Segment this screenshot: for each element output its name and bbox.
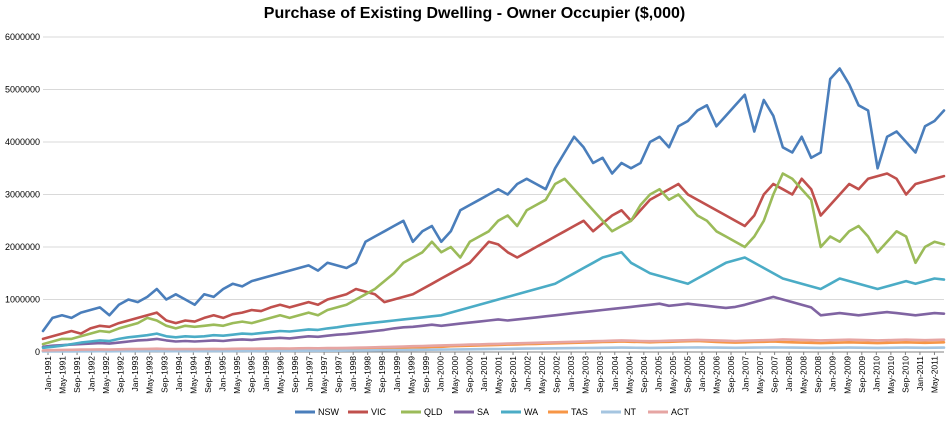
x-tick-label: Jan-1992 bbox=[87, 356, 97, 392]
legend-label-tas: TAS bbox=[571, 407, 588, 417]
series-line-nsw bbox=[41, 67, 946, 333]
legend-label-qld: QLD bbox=[424, 407, 443, 417]
y-axis: 0 1000000 2000000 3000000 4000000 5000000 6000… bbox=[5, 32, 40, 357]
x-tick-label: Sep-1997 bbox=[334, 356, 344, 393]
x-tick-label: Sep-2007 bbox=[770, 356, 780, 393]
x-tick-label: Jan-2007 bbox=[741, 356, 751, 392]
x-tick-label: Jan-2011 bbox=[915, 356, 925, 391]
x-tick-label: Jan-1997 bbox=[305, 356, 315, 392]
x-tick-label: May-2009 bbox=[842, 356, 852, 394]
x-tick-label: Sep-1992 bbox=[116, 356, 126, 393]
x-tick-label: May-2008 bbox=[799, 356, 809, 394]
legend-label-nsw: NSW bbox=[318, 407, 340, 417]
x-tick-label: May-2007 bbox=[755, 356, 765, 394]
x-tick-label: May-2001 bbox=[494, 356, 504, 394]
x-axis: Jan-1991 May-1991 Sep-1991 Jan-1992 May-1992… bbox=[43, 351, 944, 394]
legend-label-act: ACT bbox=[671, 407, 690, 417]
x-tick-label: Jan-1993 bbox=[130, 356, 140, 392]
y-tick-label: 1000000 bbox=[5, 295, 40, 305]
legend-label-sa: SA bbox=[477, 407, 489, 417]
x-tick-label: Sep-2010 bbox=[900, 356, 910, 393]
y-tick-label: 2000000 bbox=[5, 242, 40, 252]
x-tick-label: Jan-1996 bbox=[261, 356, 271, 392]
x-tick-label: Sep-1991 bbox=[72, 356, 82, 393]
y-tick-label: 0 bbox=[35, 347, 40, 357]
x-tick-label: Jan-2001 bbox=[479, 356, 489, 392]
series-line-qld bbox=[41, 172, 946, 346]
x-tick-label: Jan-1994 bbox=[174, 356, 184, 392]
x-tick-label: Sep-2001 bbox=[508, 356, 518, 393]
x-tick-label: May-1999 bbox=[406, 356, 416, 394]
x-tick-label: May-1998 bbox=[363, 356, 373, 394]
x-tick-label: May-2003 bbox=[581, 356, 591, 394]
x-tick-label: Jan-2003 bbox=[566, 356, 576, 392]
x-tick-label: May-1994 bbox=[188, 356, 198, 394]
gridlines bbox=[43, 36, 944, 300]
x-tick-label: Sep-2006 bbox=[726, 356, 736, 393]
x-tick-label: Sep-1993 bbox=[159, 356, 169, 393]
x-tick-label: May-2006 bbox=[711, 356, 721, 394]
x-tick-label: Sep-1996 bbox=[290, 356, 300, 393]
chart-title: Purchase of Existing Dwelling - Owner Oc… bbox=[263, 5, 686, 22]
x-tick-label: Sep-1995 bbox=[246, 356, 256, 393]
x-tick-label: Sep-2005 bbox=[682, 356, 692, 393]
x-tick-label: Jan-1991 bbox=[43, 356, 53, 392]
x-tick-label: Jan-1995 bbox=[217, 356, 227, 392]
x-tick-label: Sep-1999 bbox=[421, 356, 431, 393]
x-tick-label: Sep-2000 bbox=[464, 356, 474, 393]
x-tick-label: Sep-1998 bbox=[377, 356, 387, 393]
x-tick-label: May-2000 bbox=[450, 356, 460, 394]
y-tick-label: 3000000 bbox=[5, 190, 40, 200]
x-tick-label: Sep-2008 bbox=[813, 356, 823, 393]
x-tick-label: Jan-2006 bbox=[697, 356, 707, 392]
series-line-vic bbox=[41, 172, 946, 341]
x-tick-label: Sep-2004 bbox=[639, 356, 649, 393]
y-tick-label: 5000000 bbox=[5, 85, 40, 95]
x-tick-label: Jan-2009 bbox=[828, 356, 838, 392]
x-tick-label: May-1997 bbox=[319, 356, 329, 394]
x-tick-label: Jan-2008 bbox=[784, 356, 794, 392]
x-tick-label: Jan-1999 bbox=[392, 356, 402, 392]
x-tick-label: May-2005 bbox=[668, 356, 678, 394]
x-tick-label: Jan-2005 bbox=[653, 356, 663, 392]
series-line-wa bbox=[41, 251, 946, 350]
x-tick-label: Jan-2004 bbox=[610, 356, 620, 392]
series-line-sa bbox=[41, 295, 946, 349]
x-tick-label: Sep-2009 bbox=[857, 356, 867, 393]
y-tick-label: 4000000 bbox=[5, 137, 40, 147]
x-tick-label: Jan-2000 bbox=[435, 356, 445, 392]
y-tick-label: 6000000 bbox=[5, 32, 40, 42]
series-lines bbox=[41, 67, 946, 353]
x-tick-label: May-1996 bbox=[276, 356, 286, 394]
x-tick-label: May-2010 bbox=[886, 356, 896, 394]
x-tick-label: May-1993 bbox=[145, 356, 155, 394]
x-tick-label: May-2011 bbox=[929, 356, 939, 393]
x-tick-label: May-1992 bbox=[101, 356, 111, 394]
x-tick-label: May-1991 bbox=[58, 356, 68, 394]
x-tick-label: Sep-1994 bbox=[203, 356, 213, 393]
x-tick-label: May-1995 bbox=[232, 356, 242, 394]
x-tick-label: Jan-2010 bbox=[871, 356, 881, 392]
x-tick-label: May-2002 bbox=[537, 356, 547, 394]
x-tick-label: Jan-1998 bbox=[348, 356, 358, 392]
x-tick-label: Sep-2003 bbox=[595, 356, 605, 393]
series-line-nt bbox=[41, 346, 946, 353]
x-tick-label: May-2004 bbox=[624, 356, 634, 394]
legend: NSW VIC QLD SA WA TAS NT ACT bbox=[295, 407, 690, 417]
x-tick-label: Jan-2002 bbox=[523, 356, 533, 392]
legend-label-vic: VIC bbox=[371, 407, 387, 417]
x-tick-label: Sep-2002 bbox=[552, 356, 562, 393]
series-line-act bbox=[41, 338, 946, 352]
legend-label-nt: NT bbox=[624, 407, 636, 417]
legend-label-wa: WA bbox=[524, 407, 538, 417]
